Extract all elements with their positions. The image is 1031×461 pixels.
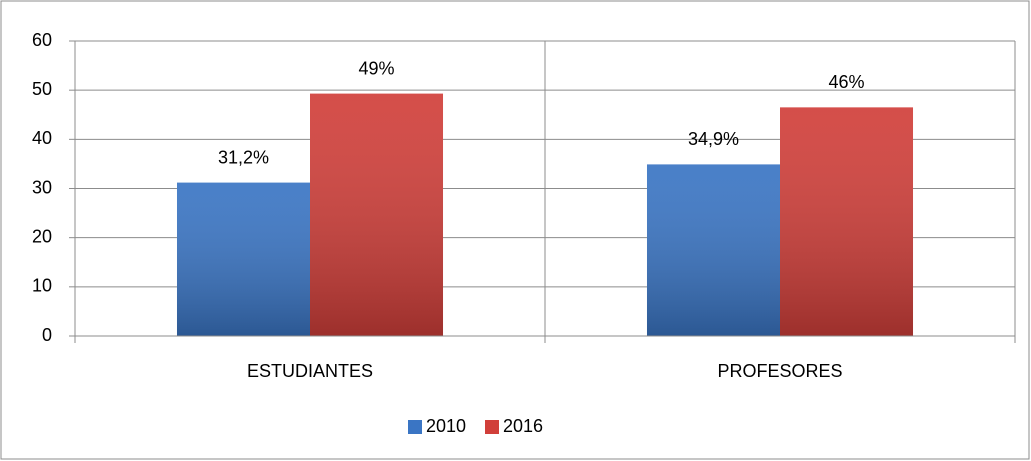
data-label: 46% — [828, 72, 864, 92]
y-tick-label: 50 — [32, 79, 52, 99]
bar-shade — [310, 93, 444, 336]
data-label: 31,2% — [218, 147, 269, 167]
legend-swatch — [408, 420, 422, 434]
y-tick-label: 0 — [42, 325, 52, 345]
y-tick-label: 10 — [32, 276, 52, 296]
data-label: 34,9% — [688, 129, 739, 149]
bar-shade — [646, 164, 780, 336]
data-label: 49% — [358, 58, 394, 78]
legend-swatch — [485, 420, 499, 434]
x-tick-label: PROFESORES — [717, 361, 842, 381]
legend-label: 2010 — [426, 416, 466, 436]
y-tick-label: 40 — [32, 128, 52, 148]
y-tick-label: 60 — [32, 30, 52, 50]
bar-shade — [176, 182, 310, 336]
x-tick-label: ESTUDIANTES — [247, 361, 373, 381]
y-tick-label: 30 — [32, 177, 52, 197]
legend-label: 2016 — [503, 416, 543, 436]
y-tick-label: 20 — [32, 226, 52, 246]
bar-shade — [780, 107, 914, 336]
